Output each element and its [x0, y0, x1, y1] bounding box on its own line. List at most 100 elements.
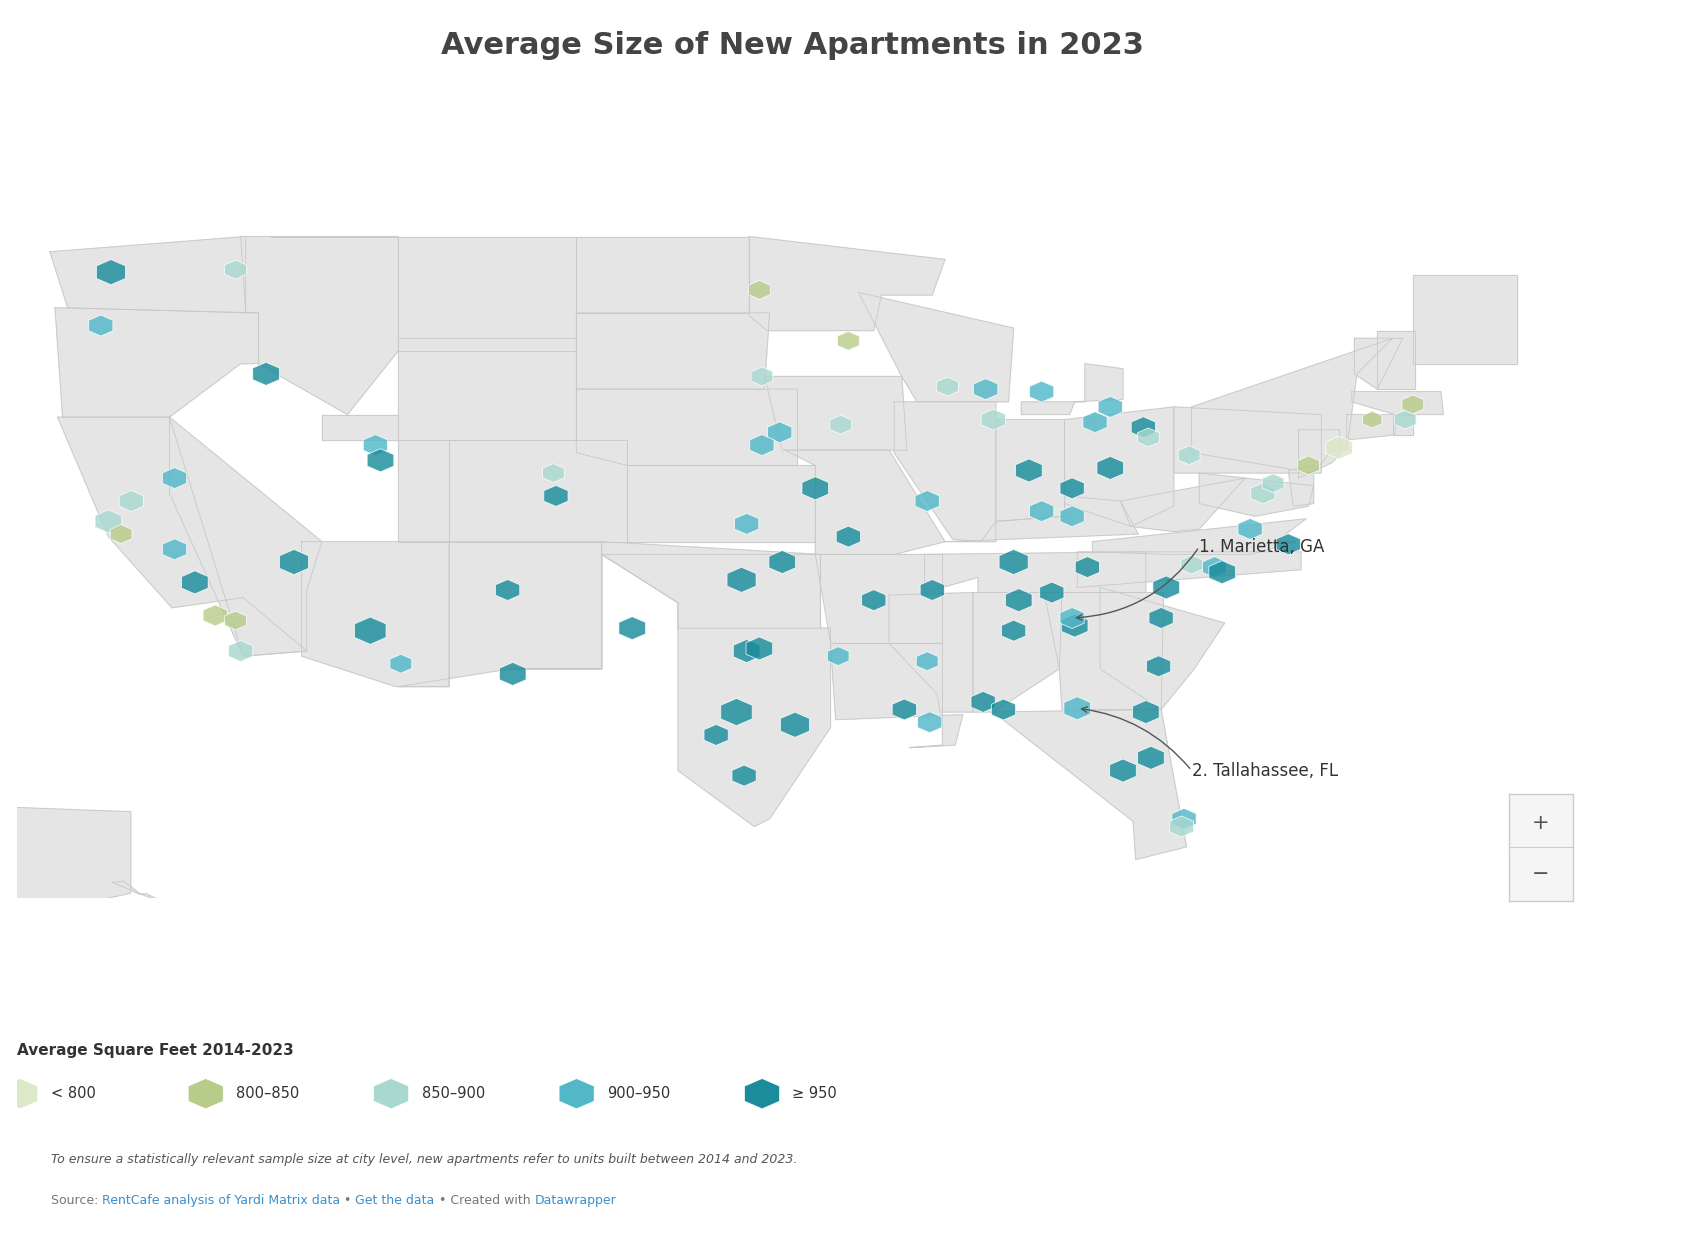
Polygon shape: [1354, 338, 1403, 389]
Polygon shape: [1202, 557, 1227, 577]
Polygon shape: [113, 881, 182, 917]
Polygon shape: [828, 646, 850, 665]
Polygon shape: [1362, 411, 1383, 428]
Polygon shape: [705, 724, 728, 746]
Polygon shape: [389, 654, 411, 673]
Polygon shape: [1121, 478, 1244, 532]
Polygon shape: [1377, 330, 1416, 389]
Polygon shape: [302, 542, 448, 687]
Text: RentCafe analysis of Yardi Matrix data: RentCafe analysis of Yardi Matrix data: [101, 1194, 341, 1207]
Polygon shape: [1133, 701, 1160, 723]
Polygon shape: [1238, 518, 1263, 539]
Polygon shape: [1138, 428, 1160, 447]
Polygon shape: [921, 580, 944, 601]
Polygon shape: [971, 692, 995, 712]
Polygon shape: [560, 1079, 593, 1109]
Polygon shape: [511, 554, 831, 827]
Polygon shape: [271, 237, 577, 352]
Polygon shape: [1150, 607, 1173, 629]
Polygon shape: [1325, 436, 1352, 459]
Polygon shape: [996, 420, 1064, 522]
Polygon shape: [838, 331, 860, 350]
Polygon shape: [354, 617, 386, 644]
Polygon shape: [577, 389, 797, 465]
Polygon shape: [937, 377, 958, 396]
Polygon shape: [229, 640, 253, 662]
Text: ≥ 950: ≥ 950: [792, 1086, 838, 1101]
Polygon shape: [816, 554, 942, 644]
Polygon shape: [781, 712, 809, 737]
Polygon shape: [96, 260, 125, 285]
Text: To ensure a statistically relevant sample size at city level, new apartments ref: To ensure a statistically relevant sampl…: [51, 1153, 797, 1166]
Text: Source:: Source:: [51, 1194, 101, 1207]
Text: 850–900: 850–900: [422, 1086, 486, 1101]
Polygon shape: [362, 435, 388, 456]
Polygon shape: [830, 416, 851, 435]
Polygon shape: [732, 765, 757, 786]
Text: −: −: [1533, 864, 1549, 885]
Polygon shape: [3, 1079, 37, 1109]
Polygon shape: [917, 712, 942, 733]
Polygon shape: [1146, 655, 1170, 677]
Text: Average Square Feet 2014-2023: Average Square Feet 2014-2023: [17, 1043, 293, 1058]
Polygon shape: [1064, 407, 1173, 527]
Polygon shape: [1153, 576, 1180, 598]
Polygon shape: [110, 524, 132, 543]
Polygon shape: [619, 616, 646, 640]
Polygon shape: [182, 571, 207, 593]
Polygon shape: [803, 476, 828, 500]
Polygon shape: [1093, 519, 1307, 554]
Polygon shape: [496, 580, 519, 601]
Polygon shape: [577, 237, 749, 312]
Polygon shape: [224, 611, 246, 630]
Polygon shape: [1099, 587, 1224, 709]
Polygon shape: [831, 644, 963, 747]
Text: •: •: [341, 1194, 356, 1207]
Polygon shape: [1170, 816, 1194, 837]
Polygon shape: [894, 402, 996, 542]
Polygon shape: [368, 449, 395, 471]
Polygon shape: [1276, 534, 1300, 554]
Polygon shape: [241, 237, 398, 415]
Polygon shape: [1060, 478, 1084, 499]
Polygon shape: [1199, 472, 1313, 517]
Polygon shape: [1288, 465, 1313, 507]
Polygon shape: [1298, 430, 1342, 478]
Text: Average Size of New Apartments in 2023: Average Size of New Apartments in 2023: [442, 32, 1143, 60]
Text: Datawrapper: Datawrapper: [534, 1194, 615, 1207]
Polygon shape: [1209, 561, 1236, 583]
Polygon shape: [627, 465, 816, 542]
Polygon shape: [889, 592, 973, 712]
Polygon shape: [1251, 483, 1275, 504]
Polygon shape: [189, 1079, 223, 1109]
Polygon shape: [162, 539, 187, 559]
Polygon shape: [120, 490, 143, 512]
Polygon shape: [1180, 556, 1202, 575]
Polygon shape: [892, 699, 917, 719]
Polygon shape: [499, 663, 526, 685]
Polygon shape: [89, 315, 113, 336]
Polygon shape: [602, 542, 821, 629]
Polygon shape: [1131, 417, 1155, 437]
Polygon shape: [1015, 459, 1042, 483]
Polygon shape: [374, 1079, 408, 1109]
Text: < 800: < 800: [51, 1086, 96, 1101]
Polygon shape: [750, 367, 772, 386]
Polygon shape: [280, 549, 309, 575]
Polygon shape: [1030, 500, 1054, 522]
Polygon shape: [749, 281, 771, 300]
Polygon shape: [1109, 759, 1136, 782]
Polygon shape: [1263, 474, 1285, 493]
Polygon shape: [224, 260, 246, 278]
Polygon shape: [51, 237, 246, 312]
Polygon shape: [727, 567, 755, 592]
Polygon shape: [836, 527, 860, 547]
Polygon shape: [745, 638, 772, 660]
Polygon shape: [1138, 746, 1165, 770]
Polygon shape: [720, 698, 752, 726]
Polygon shape: [398, 542, 602, 687]
Polygon shape: [1394, 411, 1416, 430]
Polygon shape: [915, 651, 937, 670]
Text: 2. Tallahassee, FL: 2. Tallahassee, FL: [1192, 761, 1337, 780]
Polygon shape: [767, 422, 792, 442]
